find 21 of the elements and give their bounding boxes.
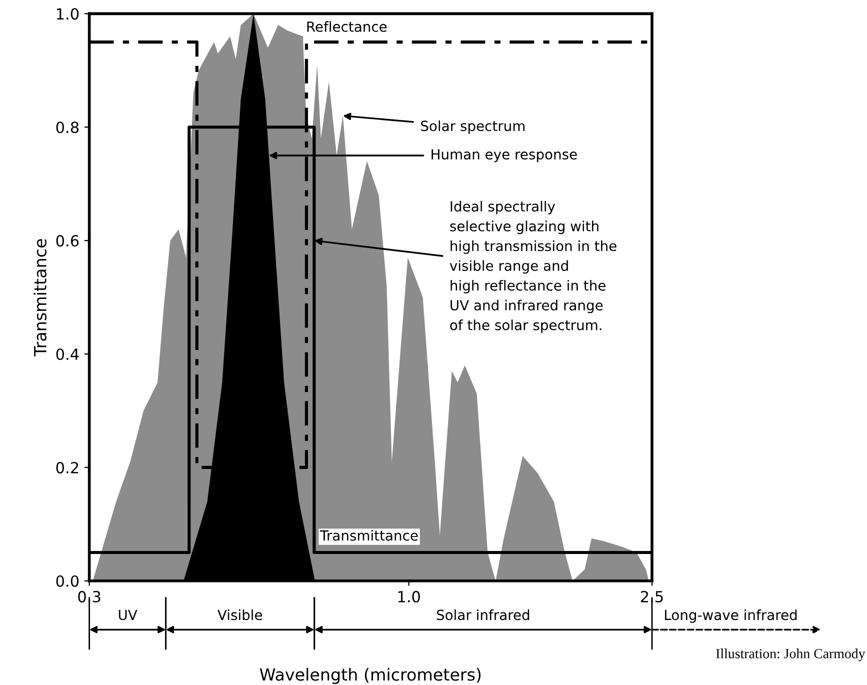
y-tick-label: 1.0 (56, 8, 79, 20)
annotation: Human eye response (432, 149, 577, 162)
text: Solar infrared (436, 609, 530, 620)
text: Visible (218, 609, 262, 620)
text: UV (118, 610, 138, 620)
x-axis-title: Wavelength (micrometers) (260, 668, 481, 684)
y-tick-label: 0.4 (56, 348, 79, 360)
y-tick-label: 0.6 (56, 235, 79, 247)
x-tick-label: 0.3 (78, 590, 100, 602)
y-tick-label: 0.8 (56, 122, 79, 134)
text: Illustration: John Carmody (716, 648, 866, 662)
y-axis-title: Transmittance (34, 239, 46, 356)
x-tick-label: 1.0 (398, 590, 420, 602)
annotation: Reflectance (307, 21, 387, 32)
annotation: Ideal spectrally selective glazing with high transmission in the visible range and high reflectance in the UV and infrared range of the solar spectrum. (450, 200, 616, 333)
annotation: Solar spectrum (421, 120, 525, 134)
text: Long-wave infrared (665, 609, 797, 623)
y-tick-label: 0.2 (56, 462, 78, 474)
annotation: Transmittance (320, 530, 418, 541)
y-tick-label: 0.0 (56, 575, 79, 587)
x-tick-label: 2.5 (640, 590, 663, 602)
